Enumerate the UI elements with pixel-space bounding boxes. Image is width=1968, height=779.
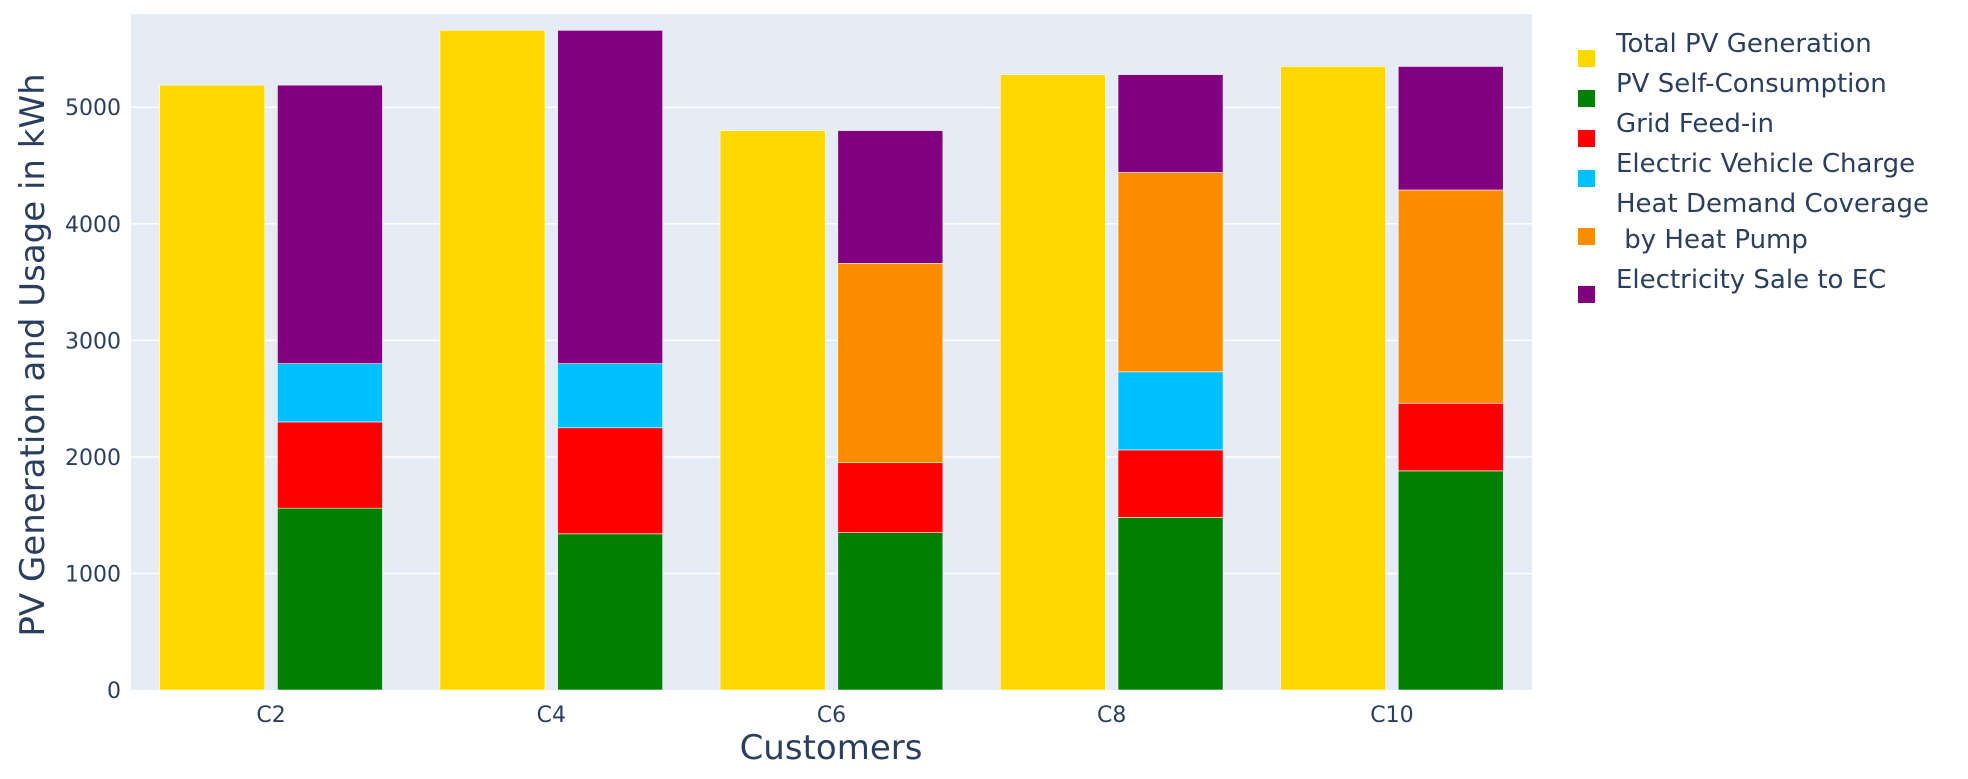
bar-segment-2-c8[interactable]: [1117, 371, 1224, 451]
bar-total-pv-c10[interactable]: [1280, 66, 1386, 691]
x-tick-label: C10: [1370, 703, 1413, 728]
legend-swatch: [1578, 228, 1595, 245]
y-tick-label: 2000: [65, 446, 121, 471]
x-tick-label: C2: [256, 703, 285, 728]
bar-segment-2-c2[interactable]: [277, 363, 383, 423]
y-tick-label: 3000: [65, 329, 121, 354]
bar-segment-2-c4[interactable]: [557, 363, 663, 429]
bar-segment-0-c6[interactable]: [837, 532, 944, 691]
bar-segment-1-c2[interactable]: [277, 421, 383, 509]
bar-segment-1-c8[interactable]: [1117, 449, 1224, 518]
legend-item[interactable]: PV Self-Consumption: [1578, 69, 1887, 107]
bar-segment-4-c8[interactable]: [1117, 74, 1224, 173]
y-tick-label: 4000: [65, 213, 121, 238]
bar-segment-4-c10[interactable]: [1397, 66, 1504, 191]
legend-swatch: [1578, 130, 1595, 147]
bar-segment-1-c6[interactable]: [837, 462, 944, 533]
bar-segment-1-c4[interactable]: [557, 427, 663, 535]
legend-label: Heat Demand Coverage by Heat Pump: [1616, 189, 1929, 255]
x-tick-label: C8: [1097, 703, 1126, 728]
bar-segment-0-c4[interactable]: [557, 533, 663, 691]
legend-swatch: [1578, 50, 1595, 67]
y-tick-label: 0: [107, 679, 121, 704]
x-tick-label: C4: [537, 703, 566, 728]
bar-segment-0-c2[interactable]: [277, 507, 383, 691]
x-tick-labels: C2 C4 C6 C8 C10: [256, 703, 1413, 728]
bar-segment-3-c8[interactable]: [1117, 172, 1224, 373]
legend-label: PV Self-Consumption: [1616, 69, 1887, 99]
legend-item[interactable]: Heat Demand Coverage by Heat Pump: [1578, 189, 1929, 255]
bar-segment-4-c6[interactable]: [837, 130, 944, 264]
legend-label: Electric Vehicle Charge: [1616, 149, 1915, 179]
y-axis-title: PV Generation and Usage in kWh: [13, 73, 53, 636]
bar-total-pv-c8[interactable]: [1000, 74, 1106, 691]
legend-item[interactable]: Grid Feed-in: [1578, 109, 1774, 147]
legend-label: Electricity Sale to EC: [1616, 265, 1886, 295]
bars: [159, 30, 1504, 691]
legend-swatch: [1578, 286, 1595, 303]
legend[interactable]: Total PV Generation PV Self-Consumption Gr…: [1578, 29, 1929, 303]
bar-segment-3-c10[interactable]: [1397, 189, 1504, 404]
legend-swatch: [1578, 170, 1595, 187]
legend-item[interactable]: Total PV Generation: [1578, 29, 1872, 67]
legend-swatch: [1578, 90, 1595, 107]
legend-label: Total PV Generation: [1615, 29, 1872, 59]
legend-item[interactable]: Electric Vehicle Charge: [1578, 149, 1915, 187]
bar-segment-0-c8[interactable]: [1117, 517, 1224, 691]
x-tick-label: C6: [817, 703, 846, 728]
bar-segment-4-c2[interactable]: [277, 84, 383, 364]
bar-segment-1-c10[interactable]: [1397, 402, 1504, 472]
bar-segment-0-c10[interactable]: [1397, 470, 1504, 691]
legend-label: Grid Feed-in: [1616, 109, 1774, 139]
bar-total-pv-c6[interactable]: [719, 130, 826, 691]
legend-item[interactable]: Electricity Sale to EC: [1578, 265, 1886, 303]
x-axis-title: Customers: [740, 728, 923, 768]
bar-segment-4-c4[interactable]: [557, 30, 663, 364]
bar-segment-3-c6[interactable]: [837, 263, 944, 464]
bar-total-pv-c2[interactable]: [159, 84, 266, 691]
y-tick-labels: 0 1000 2000 3000 4000 5000: [65, 96, 121, 704]
y-tick-label: 1000: [65, 562, 121, 587]
bar-total-pv-c4[interactable]: [439, 30, 546, 691]
y-tick-label: 5000: [65, 96, 121, 121]
